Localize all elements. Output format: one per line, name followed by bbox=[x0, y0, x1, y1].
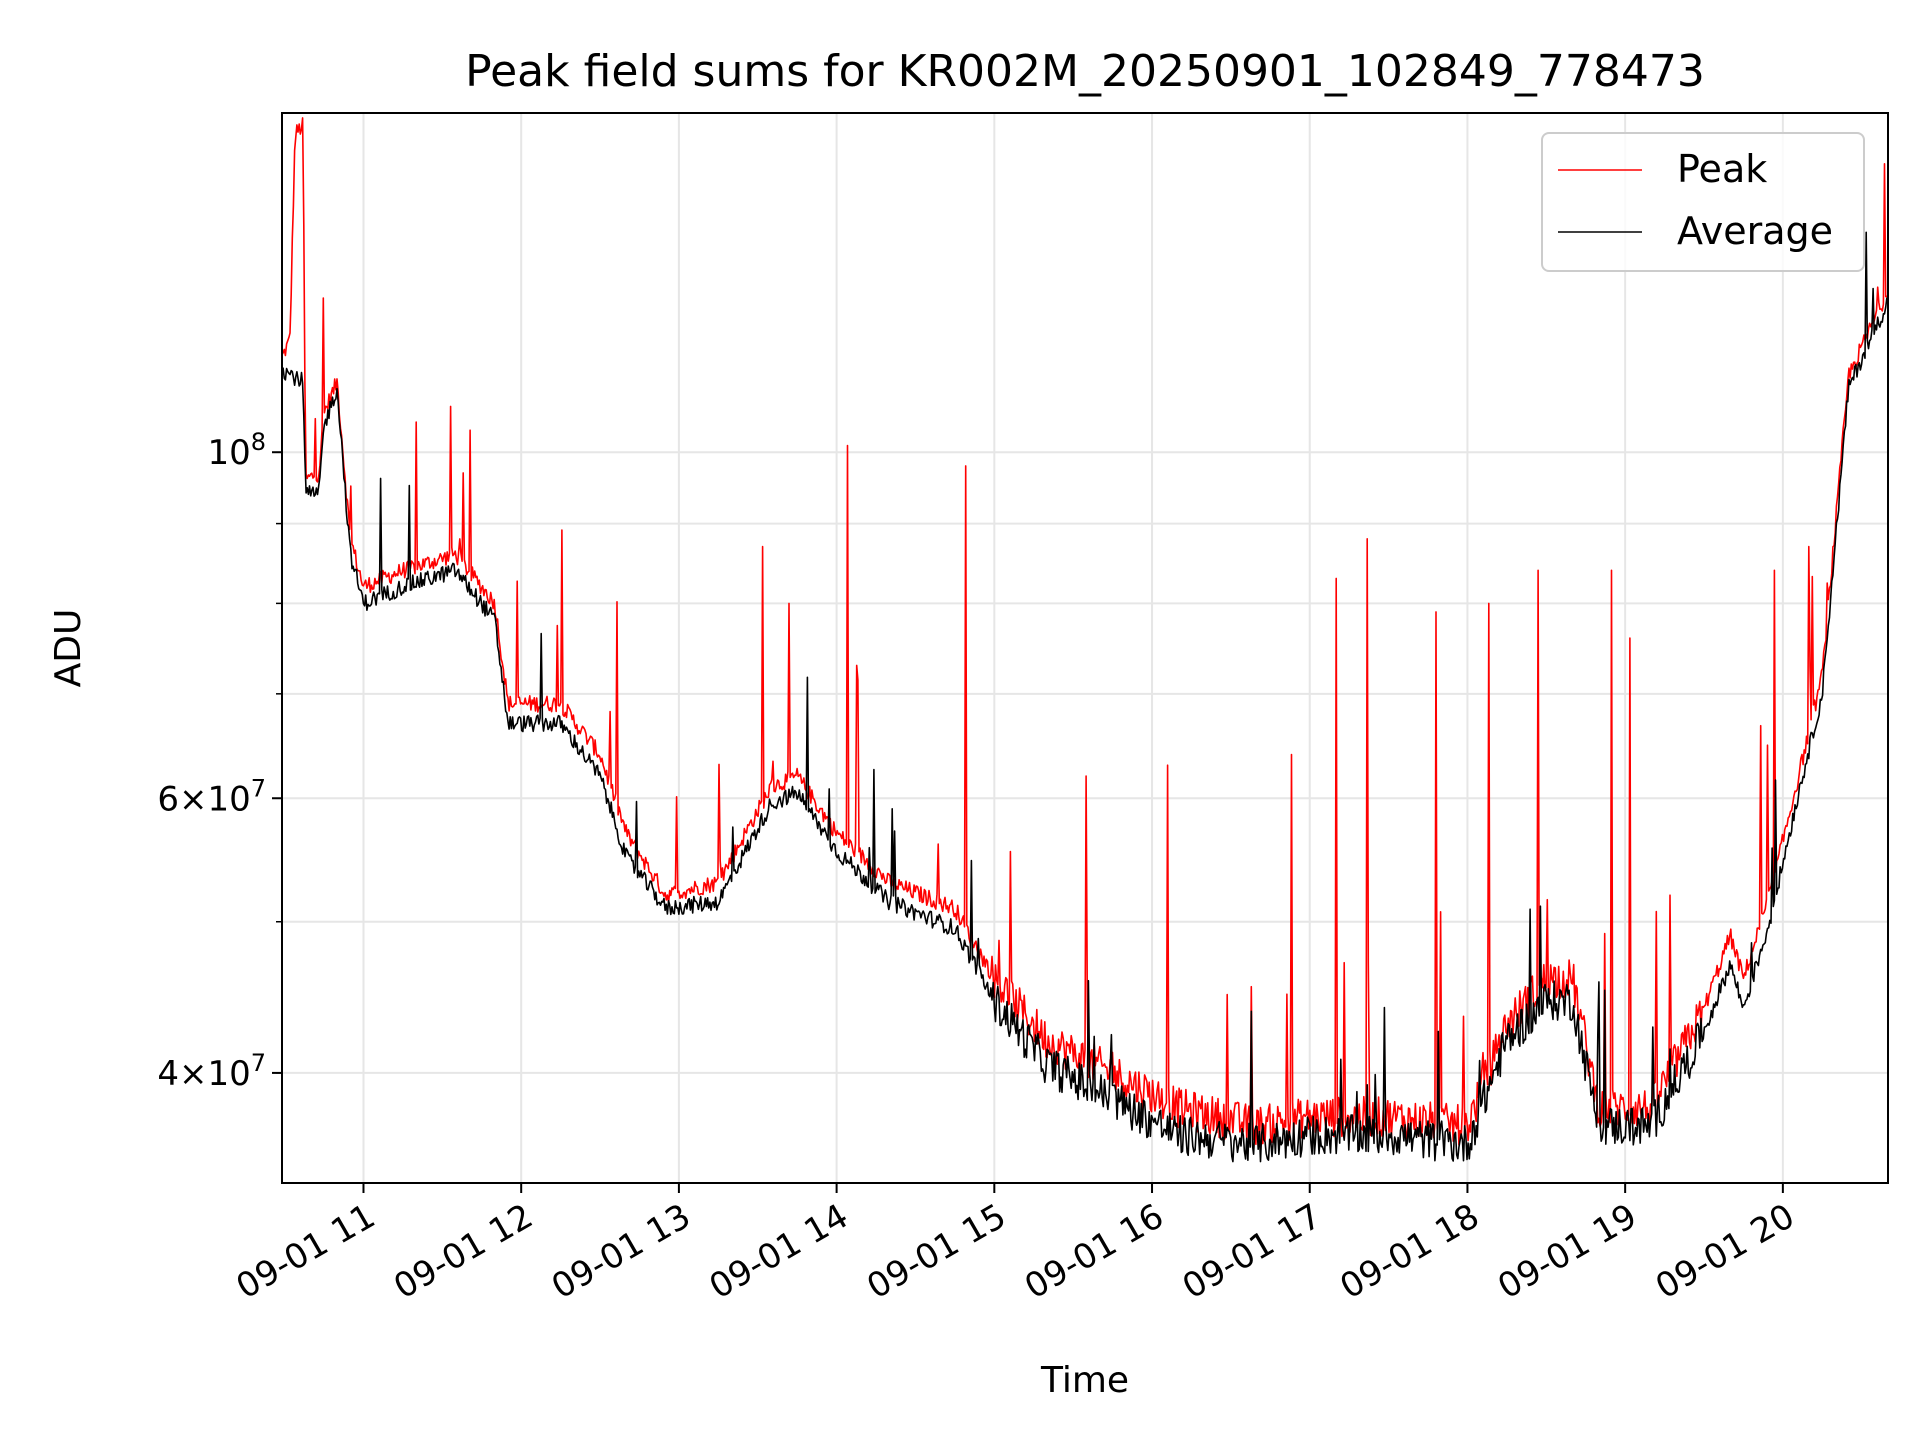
x-axis-label: Time bbox=[1040, 1360, 1129, 1401]
plot-area bbox=[281, 112, 1889, 1184]
series-line-peak bbox=[282, 117, 1888, 1146]
legend-label-average: Average bbox=[1677, 209, 1833, 253]
y-axis-label: ADU bbox=[48, 609, 89, 688]
y-tick-label: 6×107 bbox=[157, 774, 266, 819]
plot-frame bbox=[281, 112, 1889, 1184]
series-line-average bbox=[282, 231, 1888, 1163]
legend-label-peak: Peak bbox=[1677, 147, 1767, 191]
legend-box bbox=[1541, 132, 1865, 272]
y-tick-label: 4×107 bbox=[157, 1049, 266, 1094]
chart-title: Peak field sums for KR002M_20250901_1028… bbox=[465, 46, 1705, 97]
legend: Peak Average bbox=[1541, 132, 1865, 272]
series-layer bbox=[282, 117, 1888, 1163]
y-axis-ticks: 4×107 6×107 108 bbox=[157, 428, 282, 1094]
y-tick-label: 108 bbox=[207, 428, 266, 473]
